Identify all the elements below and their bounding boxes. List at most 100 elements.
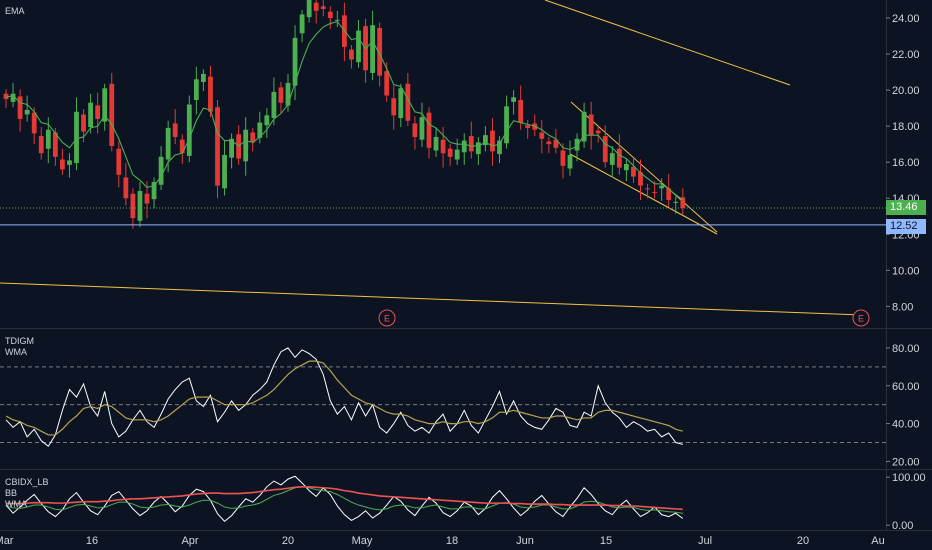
candle-body-71 [504,106,509,144]
candle-body-88 [624,164,629,171]
candle-body-65 [461,140,467,153]
candle-body-42 [299,14,305,34]
candle-body-76 [539,132,545,139]
cbidx-axis-ticks: 0.00 100.00 [886,472,926,532]
tdigm-series-layer [5,347,683,448]
lower-trendline[interactable] [0,282,863,316]
cbidx-bb-label[interactable]: BB [5,488,18,498]
candle-body-22 [158,156,164,185]
candle-body-14 [102,88,108,122]
tdigm-wma-label[interactable]: WMA [5,347,27,357]
time-axis-label-2: Apr [181,535,198,547]
candle-body-10 [74,111,79,164]
candle-body-27 [193,79,199,101]
candle-body-61 [433,136,439,151]
candle-body-18 [130,193,136,219]
candle-body-17 [123,177,129,199]
candle-body-31 [222,154,227,189]
candle-body-26 [186,104,192,156]
earnings-marker-0: E [378,309,396,327]
candle-body-83 [588,114,594,136]
time-axis-label-9: 20 [797,535,809,547]
tdigm-tick-label-3: 80.00 [892,343,920,355]
time-axis-label-6: Jun [516,535,534,547]
candle-body-77 [546,141,552,145]
time-axis-ticks: Mar 16 Apr 20 May 18 Jun 15 Jul 20 Au [0,535,885,547]
candle-body-28 [201,73,206,82]
ema-series-layer [5,21,684,201]
cbidx-label[interactable]: CBIDX_LB [5,477,49,487]
earnings-marker-label-1: E [858,314,864,324]
earnings-marker-1: E [852,309,870,327]
candle-body-41 [292,37,298,86]
candle-body-13 [95,105,101,119]
candle-body-4 [31,112,37,134]
candle-body-40 [285,82,291,106]
candle-body-3 [24,109,30,115]
candle-body-80 [567,154,573,169]
tdigm-axis-ticks: 20.00 40.00 60.00 80.00 [886,343,920,468]
candle-body-81 [574,138,580,151]
candle-body-1 [10,93,16,102]
candle-body-58 [412,123,418,137]
candle-body-19 [137,191,143,221]
time-axis-label-10: Au [871,535,884,547]
candle-body-84 [595,130,601,134]
tdigm-label[interactable]: TDIGM [5,336,34,346]
tdigm-tick-label-0: 20.00 [892,456,920,468]
upper-trendline[interactable] [544,0,791,86]
candle-body-53 [377,27,383,76]
earnings-marker-label-0: E [384,314,390,324]
cbidx-wma-label[interactable]: WMA [5,499,27,509]
candle-body-37 [264,115,270,126]
candle-body-23 [165,127,171,160]
price-axis-ticks: 8.0010.0012.0014.0016.0018.0020.0022.002… [886,13,920,313]
candle-body-50 [356,30,361,63]
earnings-marker-circle-1[interactable] [852,309,870,327]
time-axis-label-1: 16 [86,535,98,547]
tdigm-series-line-1 [5,360,683,436]
earnings-marker-circle-0[interactable] [378,309,396,327]
candle-body-55 [391,98,397,116]
tdigm-reference-lines [0,366,886,444]
ema-line [5,21,684,201]
candle-body-90 [638,172,643,186]
wedge-lower-line[interactable] [569,153,718,235]
candle-body-86 [609,153,615,165]
candle-body-59 [419,117,425,140]
time-axis-label-0: Mar [0,535,14,547]
candle-body-38 [271,91,277,119]
candle-body-54 [384,71,390,96]
candle-body-72 [511,97,516,102]
candle-body-62 [440,139,446,154]
cbidx-tick-label-0: 0.00 [892,520,913,532]
time-axis-label-7: 15 [600,535,612,547]
price-tick-label-1: 10.00 [892,265,920,277]
candle-body-20 [144,193,150,204]
price-tick-label-7: 22.00 [892,49,920,61]
candle-body-34 [243,129,249,162]
ema-indicator-label[interactable]: EMA [5,6,25,16]
time-axis-label-8: Jul [698,535,712,547]
candle-body-63 [447,148,453,157]
price-panel-trendlines[interactable] [0,0,863,316]
price-tick-label-5: 18.00 [892,121,920,133]
cbidx-series-line-0 [5,475,684,523]
candle-body-35 [250,132,256,143]
time-axis-label-5: 18 [446,535,458,547]
candle-body-66 [468,136,474,152]
price-reference-lines [0,207,886,226]
cbidx-tick-label-1: 100.00 [892,472,926,484]
wedge-upper-line[interactable] [570,101,718,233]
candle-body-74 [525,125,531,128]
price-tick-label-0: 8.00 [892,301,913,313]
candle-body-47 [334,19,340,21]
candle-body-67 [475,142,481,155]
cbidx-series-layer [5,475,684,523]
candle-body-92 [652,191,657,193]
candle-body-91 [645,188,650,190]
candle-body-5 [38,136,44,154]
